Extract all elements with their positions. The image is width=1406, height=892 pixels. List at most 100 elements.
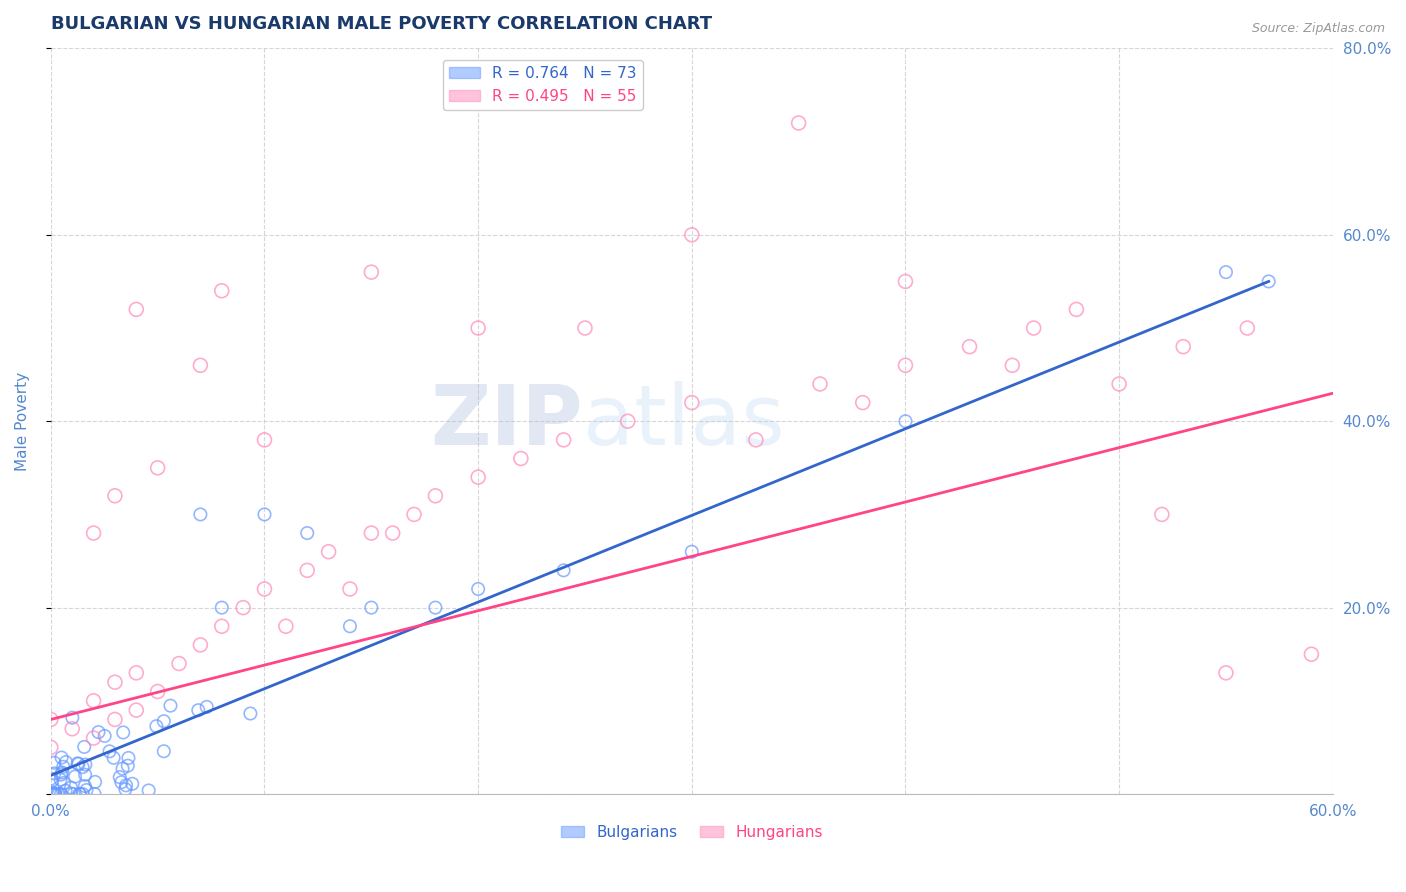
Point [152,744,174,758]
Point [360,265,382,279]
Point [153,714,176,729]
Point [852,395,875,409]
Point [51,750,73,764]
Point [83,731,105,745]
Point [44,766,66,780]
Point [121,777,143,791]
Point [63,770,86,784]
Point [60,722,83,736]
Point [1150,508,1173,522]
Point [49,767,72,781]
Point [39,740,62,755]
Point [60,780,83,795]
Point [1215,265,1237,279]
Y-axis label: Male Poverty: Male Poverty [15,372,30,471]
Point [1257,275,1279,289]
Point [39,713,62,727]
Point [138,783,160,797]
Point [44,787,66,801]
Point [84,775,107,789]
Point [681,395,703,409]
Point [93,729,115,743]
Point [467,582,489,596]
Point [195,699,218,714]
Point [108,770,131,784]
Point [616,414,638,428]
Text: Source: ZipAtlas.com: Source: ZipAtlas.com [1251,22,1385,36]
Point [1001,359,1024,373]
Point [894,414,917,428]
Point [959,340,981,354]
Point [112,725,135,739]
Text: BULGARIAN VS HUNGARIAN MALE POVERTY CORRELATION CHART: BULGARIAN VS HUNGARIAN MALE POVERTY CORR… [51,15,711,33]
Point [60,787,83,801]
Point [73,779,96,793]
Point [44,756,66,770]
Point [39,772,62,786]
Point [75,783,97,797]
Point [425,489,447,503]
Point [1236,321,1258,335]
Point [681,227,703,242]
Point [574,321,596,335]
Point [1066,302,1088,317]
Point [117,751,139,765]
Point [44,787,66,801]
Point [1108,376,1130,391]
Point [297,526,319,541]
Point [187,703,209,717]
Point [83,787,105,801]
Point [211,619,233,633]
Point [253,508,276,522]
Point [55,783,77,797]
Point [509,451,531,466]
Legend: Bulgarians, Hungarians: Bulgarians, Hungarians [555,819,828,846]
Point [145,719,167,733]
Point [110,775,132,789]
Point [75,768,97,782]
Point [425,600,447,615]
Point [253,582,276,596]
Point [41,773,63,788]
Point [894,359,917,373]
Point [66,756,89,771]
Point [894,275,917,289]
Point [48,787,70,801]
Point [745,433,768,447]
Point [1173,340,1195,354]
Point [49,787,72,801]
Point [159,698,181,713]
Point [52,776,75,790]
Point [190,638,212,652]
Point [297,563,319,577]
Point [1215,665,1237,680]
Point [339,582,361,596]
Point [808,376,831,391]
Point [787,116,810,130]
Point [381,526,404,541]
Point [467,470,489,484]
Point [1301,647,1323,661]
Point [239,706,262,721]
Point [232,600,254,615]
Point [146,684,169,698]
Point [46,787,69,801]
Point [72,760,94,774]
Point [167,657,190,671]
Point [125,302,148,317]
Point [44,787,66,801]
Point [41,785,63,799]
Point [55,755,77,769]
Point [42,787,65,801]
Point [69,787,91,801]
Point [98,744,121,758]
Point [318,545,340,559]
Point [111,762,134,776]
Point [211,600,233,615]
Point [104,489,127,503]
Point [467,321,489,335]
Point [49,772,72,787]
Point [190,508,212,522]
Point [51,765,73,780]
Point [52,760,75,774]
